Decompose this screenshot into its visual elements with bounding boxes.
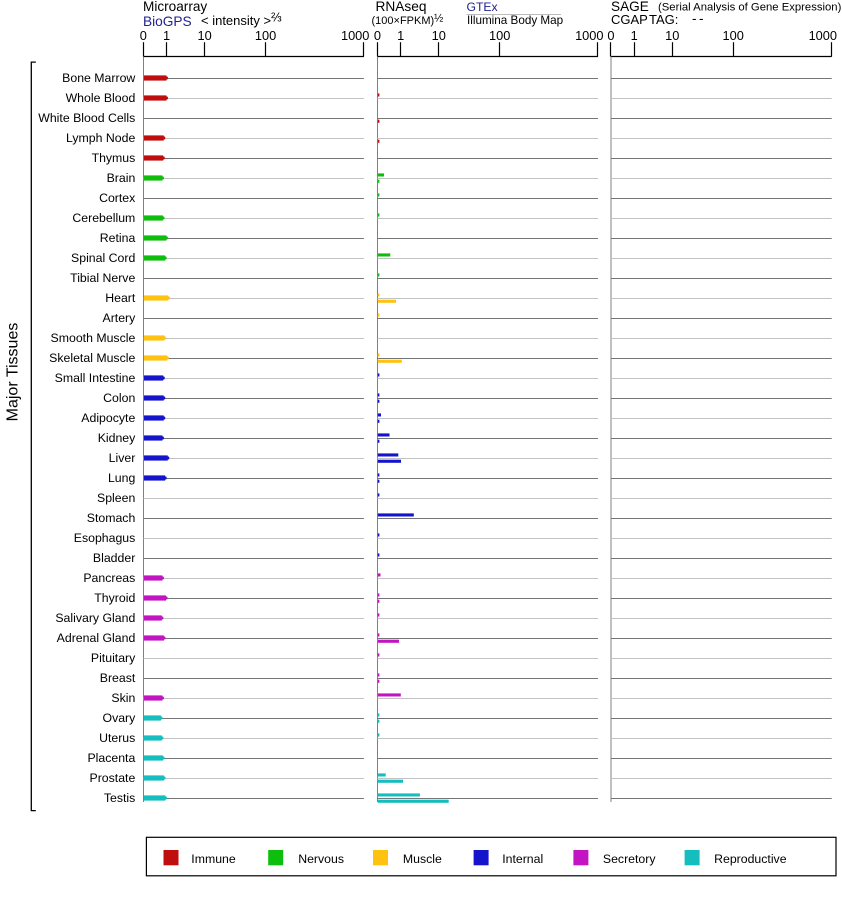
svg-text:Spleen: Spleen — [97, 491, 135, 505]
svg-text:White Blood Cells: White Blood Cells — [38, 111, 135, 125]
svg-text:Microarray: Microarray — [143, 0, 207, 14]
svg-text:Prostate: Prostate — [90, 771, 136, 785]
svg-text:Reproductive: Reproductive — [714, 852, 787, 866]
svg-text:Secretory: Secretory — [603, 852, 656, 866]
svg-text:Skeletal Muscle: Skeletal Muscle — [49, 351, 135, 365]
svg-text:100: 100 — [255, 28, 276, 43]
svg-text:Internal: Internal — [502, 852, 543, 866]
svg-text:Cerebellum: Cerebellum — [72, 211, 135, 225]
svg-text:Muscle: Muscle — [403, 852, 442, 866]
svg-text:Small Intestine: Small Intestine — [55, 371, 136, 385]
svg-text:SAGE: SAGE — [611, 0, 649, 14]
svg-text:10: 10 — [197, 28, 211, 43]
svg-text:Pituitary: Pituitary — [91, 651, 136, 665]
svg-text:1: 1 — [631, 28, 638, 43]
svg-text:Whole Blood: Whole Blood — [66, 91, 136, 105]
svg-text:100: 100 — [723, 28, 744, 43]
svg-text:Salivary Gland: Salivary Gland — [55, 611, 135, 625]
svg-text:Skin: Skin — [111, 691, 135, 705]
svg-text:Heart: Heart — [105, 291, 136, 305]
svg-text:Colon: Colon — [103, 391, 135, 405]
svg-text:Thyroid: Thyroid — [94, 591, 135, 605]
svg-text:0: 0 — [374, 28, 381, 43]
svg-text:Liver: Liver — [109, 451, 136, 465]
svg-text:1: 1 — [397, 28, 404, 43]
svg-text:(100×FPKM)½: (100×FPKM)½ — [372, 13, 444, 28]
svg-text:Tibial Nerve: Tibial Nerve — [70, 271, 135, 285]
svg-text:Pancreas: Pancreas — [83, 571, 135, 585]
svg-text:0: 0 — [607, 28, 614, 43]
svg-text:Kidney: Kidney — [98, 431, 136, 445]
svg-text:Lymph Node: Lymph Node — [66, 131, 135, 145]
svg-text:Breast: Breast — [100, 671, 136, 685]
svg-text:< intensity >⅔: < intensity >⅔ — [201, 11, 282, 29]
svg-text:Bone Marrow: Bone Marrow — [62, 71, 135, 85]
svg-text:Illumina Body Map: Illumina Body Map — [467, 14, 564, 27]
svg-text:TAG:: TAG: — [649, 12, 678, 27]
svg-text:Lung: Lung — [108, 471, 136, 485]
svg-text:0: 0 — [140, 28, 147, 43]
svg-text:10: 10 — [665, 28, 679, 43]
svg-text:Placenta: Placenta — [87, 751, 135, 765]
svg-text:Spinal Cord: Spinal Cord — [71, 251, 135, 265]
svg-text:GTEx: GTEx — [467, 0, 498, 14]
svg-text:1000: 1000 — [341, 28, 369, 43]
svg-text:Esophagus: Esophagus — [74, 531, 136, 545]
svg-text:1: 1 — [163, 28, 170, 43]
svg-text:Retina: Retina — [100, 231, 136, 245]
svg-text:Smooth Muscle: Smooth Muscle — [51, 331, 136, 345]
svg-text:Uterus: Uterus — [99, 731, 135, 745]
svg-text:(Serial Analysis of Gene Expre: (Serial Analysis of Gene Expression) — [658, 2, 842, 14]
svg-text:-: - — [699, 11, 704, 26]
svg-text:Nervous: Nervous — [298, 852, 344, 866]
svg-text:Adrenal Gland: Adrenal Gland — [57, 631, 136, 645]
svg-text:Testis: Testis — [104, 791, 135, 805]
svg-text:RNAseq: RNAseq — [376, 0, 427, 14]
svg-text:10: 10 — [432, 28, 446, 43]
svg-text:-: - — [692, 11, 697, 26]
svg-text:BioGPS: BioGPS — [143, 14, 192, 29]
svg-text:Stomach: Stomach — [87, 511, 136, 525]
svg-text:Brain: Brain — [107, 171, 136, 185]
svg-text:100: 100 — [489, 28, 510, 43]
svg-text:Artery: Artery — [103, 311, 137, 325]
svg-text:Cortex: Cortex — [99, 191, 136, 205]
svg-text:Immune: Immune — [191, 852, 236, 866]
svg-text:1000: 1000 — [809, 28, 837, 43]
svg-text:CGAP: CGAP — [611, 12, 648, 27]
svg-text:Adipocyte: Adipocyte — [81, 411, 135, 425]
svg-text:Major Tissues: Major Tissues — [5, 323, 22, 422]
svg-text:1000: 1000 — [575, 28, 603, 43]
svg-text:Ovary: Ovary — [103, 711, 137, 725]
svg-text:Bladder: Bladder — [93, 551, 135, 565]
svg-text:Thymus: Thymus — [92, 151, 136, 165]
